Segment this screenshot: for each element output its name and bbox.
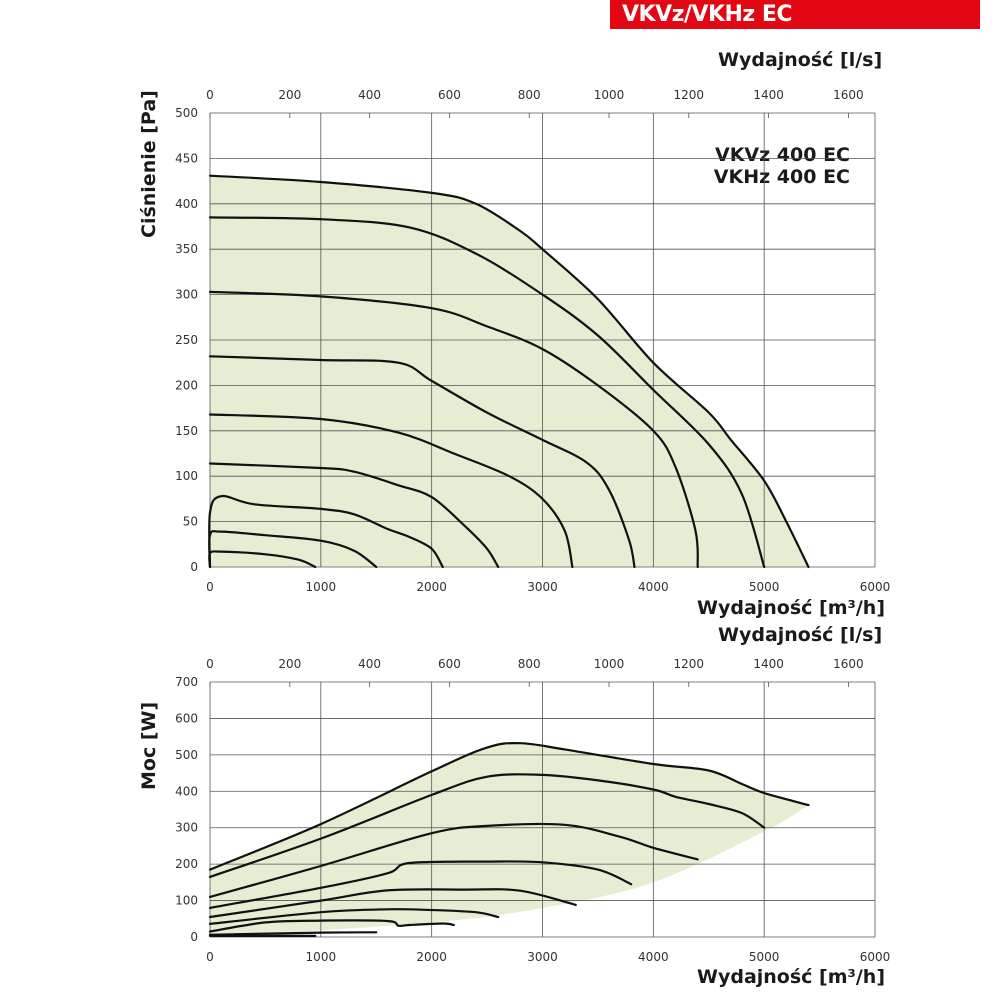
x2-tick-label: 800 (518, 88, 541, 102)
y-tick-label: 300 (175, 821, 198, 835)
x2-tick-label: 0 (206, 657, 214, 671)
x2-tick-label: 1200 (674, 657, 705, 671)
x-tick-label: 6000 (860, 580, 891, 594)
x2-tick-label: 400 (358, 657, 381, 671)
curve-power-3 (208, 822, 699, 898)
y-tick-label: 350 (175, 242, 198, 256)
x-tick-label: 4000 (638, 580, 669, 594)
y-tick-label: 0 (190, 560, 198, 574)
x-tick-label: 4000 (638, 950, 669, 964)
upper-top-axis-title: Wydajność [l/s] (718, 49, 883, 71)
legend-line-vkvz: VKVz 400 EC (714, 144, 850, 166)
upper-bottom-axis-title: Wydajność [m³/h] (697, 597, 885, 619)
x-tick-label: 6000 (860, 950, 891, 964)
curve-power-1 (208, 742, 810, 871)
x2-tick-label: 1000 (594, 88, 625, 102)
y-tick-label: 500 (175, 748, 198, 762)
x2-tick-label: 1600 (833, 88, 864, 102)
curve-power-8 (208, 931, 378, 936)
x2-tick-label: 200 (278, 88, 301, 102)
curve-curve-5 (208, 413, 574, 569)
banner-title: VKVz/VKHz EC (622, 2, 793, 27)
y-tick-label: 50 (183, 515, 198, 529)
curve-power-4 (208, 860, 633, 909)
y-tick-label: 150 (175, 424, 198, 438)
y-tick-label: 100 (175, 894, 198, 908)
y-tick-label: 400 (175, 197, 198, 211)
curve-power-7 (208, 919, 455, 933)
x2-tick-label: 1000 (594, 657, 625, 671)
x2-tick-label: 1400 (753, 88, 784, 102)
x2-tick-label: 400 (358, 88, 381, 102)
x-tick-label: 1000 (306, 950, 337, 964)
x-tick-label: 1000 (306, 580, 337, 594)
operating-area-fill (210, 743, 809, 937)
y-tick-label: 400 (175, 784, 198, 798)
curve-curve-9 (208, 550, 317, 569)
x-tick-label: 0 (206, 580, 214, 594)
y-tick-label: 100 (175, 469, 198, 483)
curve-curve-7 (208, 494, 444, 569)
x2-tick-label: 1600 (833, 657, 864, 671)
y-tick-label: 500 (175, 106, 198, 120)
y-tick-label: 700 (175, 675, 198, 689)
grid-lines (209, 112, 876, 568)
x2-tick-label: 600 (438, 657, 461, 671)
y-tick-label: 600 (175, 711, 198, 725)
x-tick-label: 5000 (749, 950, 780, 964)
x-tick-label: 0 (206, 950, 214, 964)
x2-tick-label: 200 (278, 657, 301, 671)
y-tick-label: 450 (175, 151, 198, 165)
x-tick-label: 2000 (416, 950, 447, 964)
curve-power-6 (208, 908, 500, 925)
x-tick-label: 3000 (527, 950, 558, 964)
x2-tick-label: 600 (438, 88, 461, 102)
y-tick-label: 200 (175, 857, 198, 871)
x-tick-label: 5000 (749, 580, 780, 594)
x2-tick-label: 1400 (753, 657, 784, 671)
x2-tick-label: 0 (206, 88, 214, 102)
lower-top-axis-title: Wydajność [l/s] (718, 624, 883, 646)
curve-curve-4 (208, 355, 636, 569)
y-tick-label: 300 (175, 288, 198, 302)
operating-area-fill (210, 175, 809, 567)
curve-curve-3 (208, 290, 699, 569)
curve-curve-8 (208, 530, 378, 569)
y-tick-label: 200 (175, 378, 198, 392)
curve-curve-6 (208, 462, 500, 569)
curve-power-5 (208, 888, 577, 919)
legend-line-vkhz: VKHz 400 EC (713, 166, 850, 188)
x-tick-label: 2000 (416, 580, 447, 594)
lower-bottom-axis-title: Wydajność [m³/h] (697, 966, 885, 988)
x-tick-label: 3000 (527, 580, 558, 594)
y-tick-label: 250 (175, 333, 198, 347)
curve-power-2 (208, 773, 766, 878)
curve-curve-2 (208, 216, 766, 569)
x2-tick-label: 1200 (674, 88, 705, 102)
y-tick-label: 0 (190, 930, 198, 944)
x2-tick-label: 800 (518, 657, 541, 671)
chart-legend: VKVz 400 EC VKHz 400 EC (680, 144, 850, 188)
series-title-banner: VKVz/VKHz EC (610, 0, 980, 29)
curve-curve-1 (208, 174, 810, 569)
